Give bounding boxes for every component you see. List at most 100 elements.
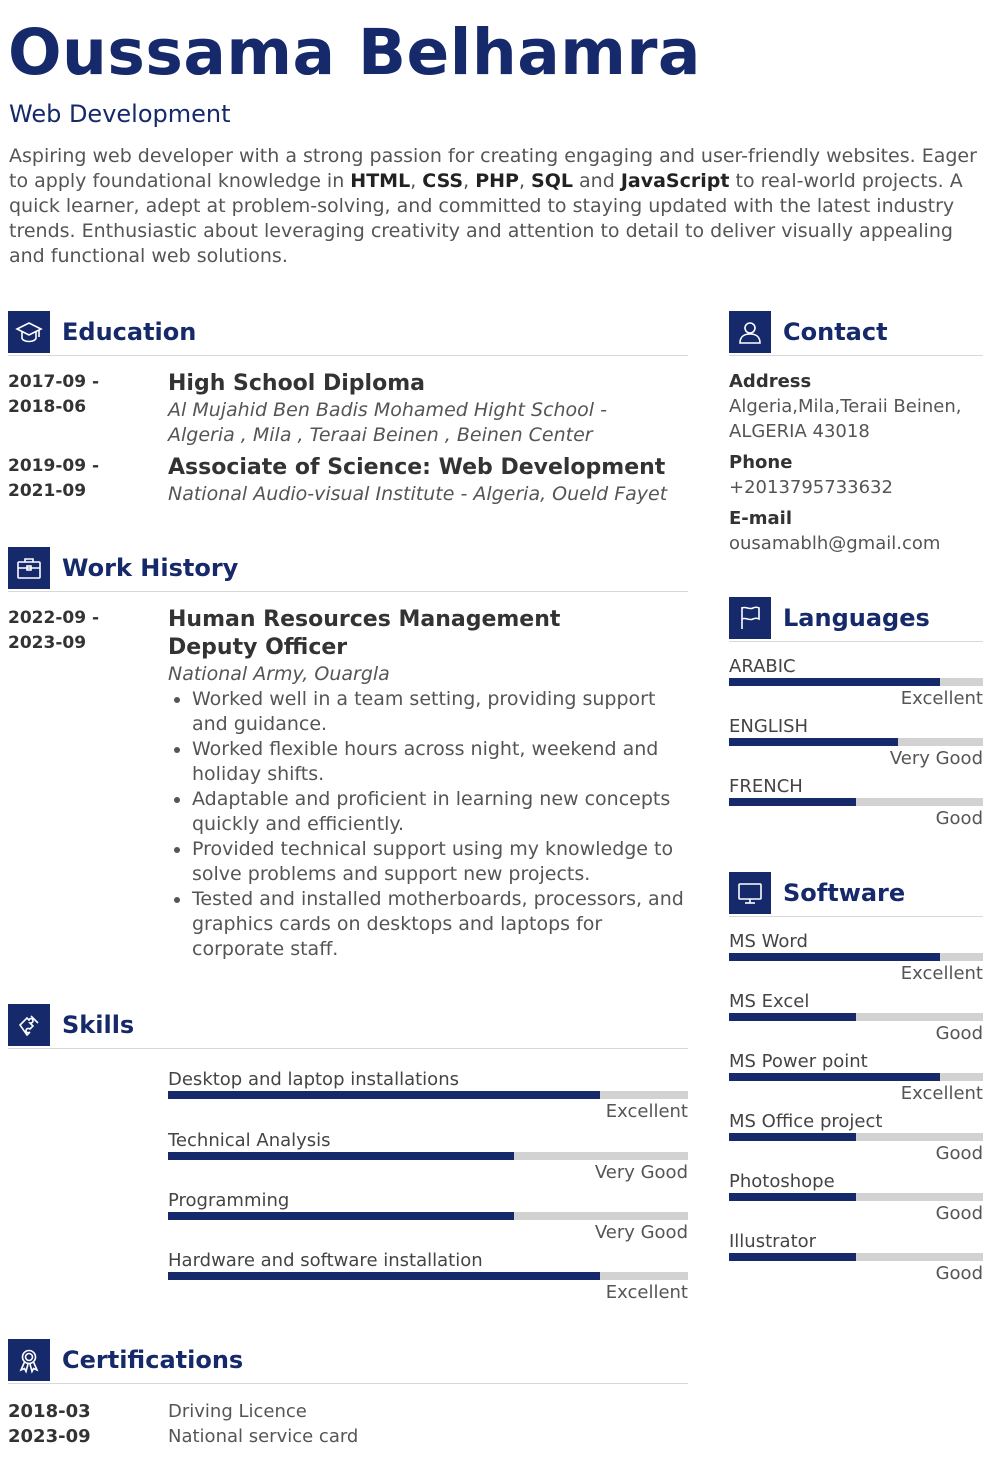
software-item: MS Word Excellent [729,931,983,991]
phone-value: +2013795733632 [729,477,893,498]
skills-list: Desktop and laptop installations Excelle… [168,1069,688,1310]
work-position: Human Resources Management Deputy Office… [168,607,561,660]
languages-list: ARABIC Excellent ENGLISH Very Good FRENC… [729,656,983,836]
software-bar-fill [729,953,940,961]
skill-item: Programming Very Good [168,1190,688,1250]
education-item: 2019-09 -2021-09 Associate of Science: W… [8,454,688,514]
education-section: Education 2017-09 -2018-06 High School D… [8,310,688,514]
software-level: Good [935,1143,983,1164]
software-bar-fill [729,1133,856,1141]
software-label: Photoshope [729,1171,835,1192]
software-header: Software [729,871,983,917]
skill-bar [168,1091,688,1099]
contact-title: Contact [783,317,888,346]
work-bullets: Worked well in a team setting, providing… [192,687,688,962]
skill-label: Technical Analysis [168,1130,331,1151]
skill-bar [168,1152,688,1160]
education-date: 2017-09 -2018-06 [8,372,100,417]
certification-item: 2018-03 Driving Licence [8,1399,688,1424]
person-icon [729,310,771,353]
skill-item: Technical Analysis Very Good [168,1130,688,1190]
software-bar-fill [729,1193,856,1201]
software-item: MS Office project Good [729,1111,983,1171]
candidate-role: Web Development [9,100,231,128]
education-degree: Associate of Science: Web Development [168,455,666,480]
language-item: ARABIC Excellent [729,656,983,716]
languages-header: Languages [729,596,983,642]
email-value[interactable]: ousamablh@gmail.com [729,533,941,554]
skill-bar [168,1272,688,1280]
award-ribbon-icon [8,1338,50,1381]
puzzle-icon [8,1003,50,1046]
software-bar-fill [729,1013,856,1021]
summary-keyword: CSS [422,170,464,192]
software-item: Photoshope Good [729,1171,983,1231]
contact-section: Contact Address Algeria,Mila,Teraii Bein… [729,310,983,556]
software-label: MS Word [729,931,808,952]
summary-text: Aspiring web developer with a strong pas… [9,145,977,192]
skill-bar-fill [168,1091,600,1099]
skill-item: Hardware and software installation Excel… [168,1250,688,1310]
software-section: Software MS Word Excellent MS Excel Good… [729,871,983,1291]
summary-text: , [518,170,532,192]
summary-keyword: PHP [475,170,519,192]
summary-keyword: JavaScript [620,170,730,192]
software-bar [729,1133,983,1141]
skills-title: Skills [62,1010,135,1039]
language-bar-fill [729,798,856,806]
certifications-header: Certifications [8,1338,688,1384]
graduation-cap-icon [8,310,50,353]
work-title: Work History [62,553,239,582]
work-item: 2022-09 -2023-09 Human Resources Managem… [8,606,688,962]
education-degree: High School Diploma [168,371,425,396]
education-title: Education [62,317,197,346]
address-value: Algeria,Mila,Teraii Beinen, ALGERIA 4301… [729,396,962,442]
work-bullet: Tested and installed motherboards, proce… [192,887,688,962]
language-bar-fill [729,678,940,686]
language-level: Excellent [900,688,983,709]
work-bullet: Adaptable and proficient in learning new… [192,787,688,837]
summary-keyword: SQL [531,170,573,192]
software-level: Excellent [900,1083,983,1104]
language-bar [729,738,983,746]
certification-date: 2018-03 [8,1401,91,1422]
language-bar [729,798,983,806]
monitor-icon [729,871,771,914]
skill-bar-fill [168,1212,514,1220]
certification-date: 2023-09 [8,1426,91,1447]
summary-keyword: HTML [350,170,411,192]
software-item: MS Excel Good [729,991,983,1051]
skill-label: Desktop and laptop installations [168,1069,459,1090]
language-label: ENGLISH [729,716,809,737]
skill-level: Excellent [605,1101,688,1122]
contact-header: Contact [729,310,983,356]
work-date: 2022-09 -2023-09 [8,608,100,653]
software-item: MS Power point Excellent [729,1051,983,1111]
education-date: 2019-09 -2021-09 [8,456,100,501]
skill-level: Very Good [594,1162,688,1183]
software-title: Software [783,878,906,907]
skill-level: Excellent [605,1282,688,1303]
education-header: Education [8,310,688,356]
skill-level: Very Good [594,1222,688,1243]
software-level: Good [935,1263,983,1284]
language-label: FRENCH [729,776,803,797]
language-item: ENGLISH Very Good [729,716,983,776]
work-bullet: Worked flexible hours across night, week… [192,737,688,787]
email-label: E-mail [729,508,793,529]
certification-name: National service card [168,1426,359,1447]
summary-text: to real-world projects. A quick learner,… [9,170,963,267]
certification-item: 2023-09 National service card [8,1424,688,1449]
software-label: MS Office project [729,1111,883,1132]
work-company: National Army, Ouargla [168,663,390,685]
skill-label: Hardware and software installation [168,1250,483,1271]
address-label: Address [729,371,812,392]
software-item: Illustrator Good [729,1231,983,1291]
skill-bar [168,1212,688,1220]
education-school: National Audio-visual Institute - Algeri… [168,483,668,505]
language-bar [729,678,983,686]
work-bullet: Worked well in a team setting, providing… [192,687,688,737]
work-section: Work History 2022-09 -2023-09 Human Reso… [8,546,688,962]
software-level: Excellent [900,963,983,984]
language-level: Good [935,808,983,829]
